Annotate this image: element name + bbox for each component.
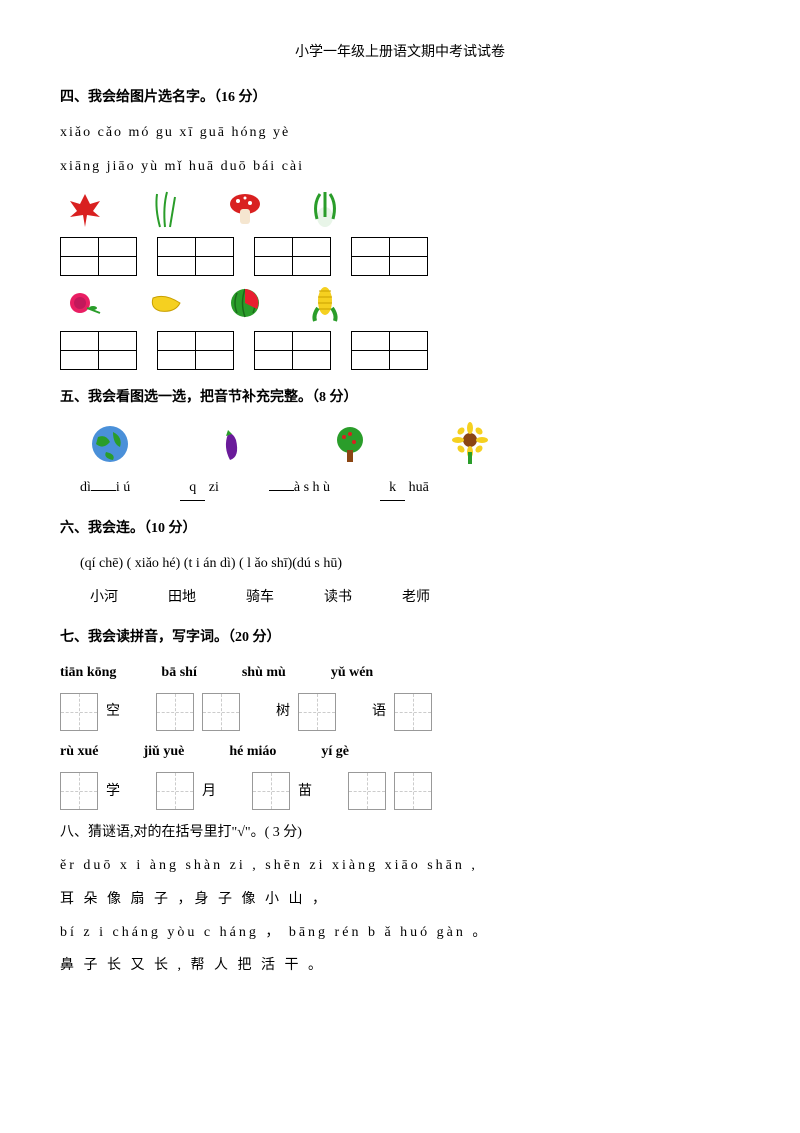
q4-pinyin-2: xiāng jiāo yù mǐ huā duō bái cài: [60, 154, 740, 179]
banana-icon: [140, 281, 190, 326]
q5-item-2[interactable]: q zi: [180, 475, 219, 501]
q4-pinyin-1: xiǎo cǎo mó gu xī guā hóng yè: [60, 120, 740, 145]
q7-pinyin-row1: tiān kōng bā shí shù mù yǔ wén: [60, 660, 740, 685]
q6-word[interactable]: 田地: [168, 585, 196, 610]
q4-images-row2: [60, 281, 740, 326]
answer-grid[interactable]: [60, 237, 137, 276]
q5-item-1[interactable]: dìi ú: [80, 475, 130, 501]
cabbage-icon: [300, 187, 350, 232]
char-box[interactable]: [156, 772, 194, 810]
char-box[interactable]: [60, 772, 98, 810]
char-label: 月: [202, 779, 216, 804]
q6-title: 六、我会连。（10 分）: [60, 516, 740, 541]
tree-icon: [320, 420, 380, 470]
char-box[interactable]: [348, 772, 386, 810]
q7-boxes-row2: 学 月 苗: [60, 772, 740, 810]
q7-boxes-row1: 空 树 语: [60, 693, 740, 731]
answer-grid[interactable]: [351, 331, 428, 370]
q4-images-row1: [60, 187, 740, 232]
char-box[interactable]: [394, 772, 432, 810]
answer-grid[interactable]: [157, 331, 234, 370]
char-box[interactable]: [156, 693, 194, 731]
rose-icon: [60, 281, 110, 326]
answer-grid[interactable]: [157, 237, 234, 276]
earth-icon: [80, 420, 140, 470]
grass-icon: [140, 187, 190, 232]
char-box[interactable]: [298, 693, 336, 731]
q6-word[interactable]: 读书: [324, 585, 352, 610]
char-label: 语: [372, 699, 386, 724]
char-label: 空: [106, 699, 120, 724]
answer-grid[interactable]: [254, 331, 331, 370]
char-box[interactable]: [60, 693, 98, 731]
sunflower-icon: [440, 420, 500, 470]
q4-grid-row1: [60, 237, 740, 276]
q5-item-3[interactable]: à s h ù: [269, 475, 330, 501]
q6-words: 小河 田地 骑车 读书 老师: [90, 585, 740, 610]
q4-title: 四、我会给图片选名字。（16 分）: [60, 85, 740, 110]
q6-word[interactable]: 骑车: [246, 585, 274, 610]
char-box[interactable]: [202, 693, 240, 731]
q5-images: [80, 420, 740, 470]
answer-grid[interactable]: [60, 331, 137, 370]
corn-icon: [300, 281, 350, 326]
q8-title: 八、猜谜语,对的在括号里打"√"。( 3 分): [60, 820, 740, 845]
q8-line1-chars: 耳 朵 像 扇 子 ，身 子 像 小 山 ，: [60, 887, 740, 912]
char-label: 苗: [298, 779, 312, 804]
q8-line2-chars: 鼻 子 长 又 长 , 帮 人 把 活 干 。: [60, 953, 740, 978]
q7-pinyin-row2: rù xué jiǔ yuè hé miáo yí gè: [60, 739, 740, 764]
q5-item-4[interactable]: k huā: [380, 475, 429, 501]
char-label: 树: [276, 699, 290, 724]
q5-title: 五、我会看图选一选，把音节补充完整。（8 分）: [60, 385, 740, 410]
q4-grid-row2: [60, 331, 740, 370]
eggplant-icon: [200, 420, 260, 470]
q6-word[interactable]: 小河: [90, 585, 118, 610]
mushroom-icon: [220, 187, 270, 232]
q5-answers: dìi ú q zi à s h ù k huā: [80, 475, 740, 501]
q7-title: 七、我会读拼音，写字词。（20 分）: [60, 625, 740, 650]
page-title: 小学一年级上册语文期中考试试卷: [60, 40, 740, 65]
q8-line2-pinyin: bí z i cháng yòu c háng ， bāng rén b ǎ h…: [60, 920, 740, 945]
q8-line1-pinyin: ěr duō x i àng shàn zi , shēn zi xiàng x…: [60, 853, 740, 878]
answer-grid[interactable]: [254, 237, 331, 276]
maple-leaf-icon: [60, 187, 110, 232]
watermelon-icon: [220, 281, 270, 326]
answer-grid[interactable]: [351, 237, 428, 276]
char-box[interactable]: [394, 693, 432, 731]
q6-pinyin: (qí chē) ( xiǎo hé) (t i án dì) ( l ǎo s…: [80, 551, 740, 576]
q6-word[interactable]: 老师: [402, 585, 430, 610]
char-label: 学: [106, 779, 120, 804]
char-box[interactable]: [252, 772, 290, 810]
